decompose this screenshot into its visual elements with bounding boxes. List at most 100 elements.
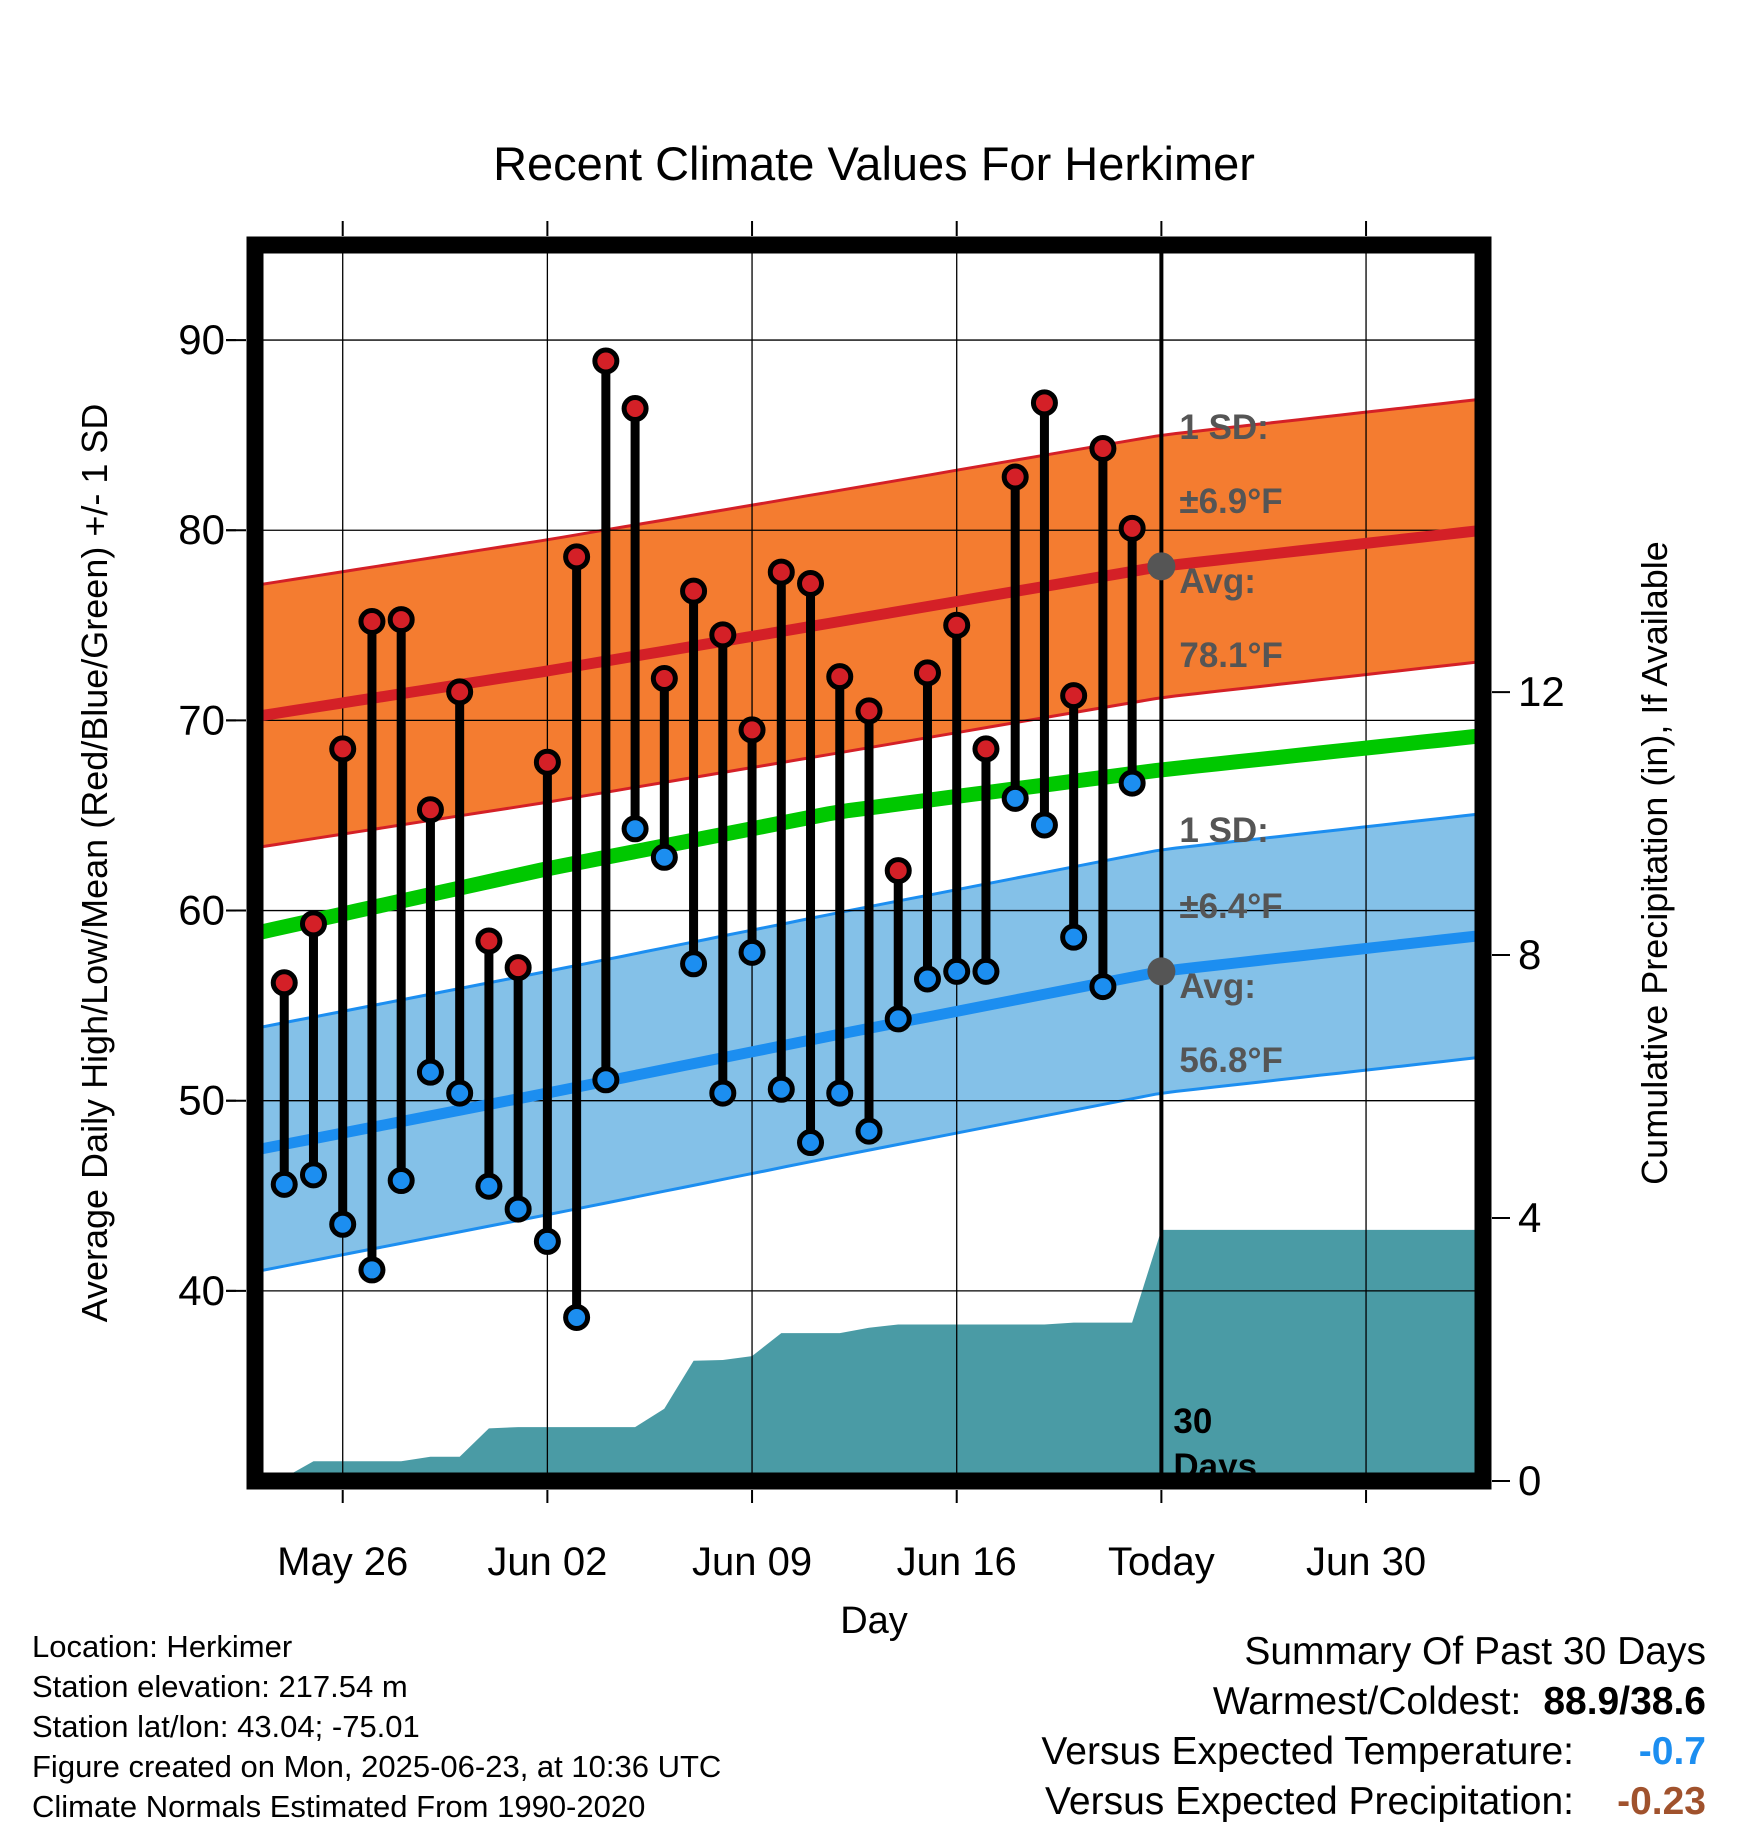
daily-high-point: [972, 735, 1000, 763]
summary-panel: Summary Of Past 30 Days Warmest/Coldest:…: [1041, 1627, 1706, 1827]
daily-high-point: [621, 395, 649, 423]
daily-high-point: [709, 621, 737, 649]
daily-low-point: [826, 1079, 854, 1107]
precip-label: Versus Expected Precipitation:: [1045, 1780, 1574, 1823]
daily-high-point: [650, 665, 678, 693]
station-metadata: Location: Herkimer Station elevation: 21…: [32, 1627, 721, 1827]
x-tick-label: May 26: [277, 1540, 408, 1584]
daily-low-point: [270, 1170, 298, 1198]
high-avg-value: 78.1°F: [1179, 636, 1283, 675]
daily-low-point: [913, 965, 941, 993]
high-sd-band: [255, 399, 1483, 848]
daily-low-point: [1060, 923, 1088, 951]
low-sd-lower-line: [255, 1055, 1483, 1274]
elevation-text: Station elevation: 217.54 m: [32, 1669, 408, 1704]
chart-title: Recent Climate Values For Herkimer: [493, 137, 1255, 190]
daily-high-point: [533, 748, 561, 776]
daily-high-point: [680, 577, 708, 605]
daily-low-point: [299, 1161, 327, 1189]
precip-area: [255, 1229, 1483, 1481]
y-axis-right-label: Cumulative Precipitation (in), If Availa…: [1634, 541, 1675, 1185]
summary-temp-row: Versus Expected Temperature: -0.7: [1041, 1727, 1706, 1777]
low-avg-value: 56.8°F: [1179, 1041, 1283, 1080]
x-tick-label: Today: [1108, 1540, 1215, 1584]
daily-high-point: [446, 678, 474, 706]
high-avg-marker: [1147, 552, 1176, 581]
daily-low-point: [855, 1117, 883, 1145]
daily-low-point: [563, 1303, 591, 1331]
daily-high-point: [592, 347, 620, 375]
x-tick-label: Jun 30: [1306, 1540, 1426, 1584]
latlon-text: Station lat/lon: 43.04; -75.01: [32, 1709, 420, 1744]
summary-warmest-row: Warmest/Coldest: 88.9/38.6: [1041, 1677, 1706, 1727]
daily-low-point: [329, 1210, 357, 1238]
y-left-tick-label: 50: [178, 1077, 225, 1124]
daily-high-point: [797, 569, 825, 597]
daily-low-point: [416, 1058, 444, 1086]
daily-high-point: [1118, 514, 1146, 542]
daily-low-point: [709, 1079, 737, 1107]
daily-low-point: [884, 1005, 912, 1033]
daily-low-point: [1118, 769, 1146, 797]
daily-low-point: [680, 950, 708, 978]
x-axis-label: Day: [840, 1600, 908, 1642]
daily-high-point: [1060, 682, 1088, 710]
y-right-tick-label: 4: [1518, 1194, 1541, 1241]
daily-low-point: [1089, 973, 1117, 1001]
daily-high-point: [329, 735, 357, 763]
temp-value: -0.7: [1638, 1730, 1706, 1773]
daily-high-point: [913, 659, 941, 687]
y-left-tick-label: 40: [178, 1267, 225, 1314]
high-avg-label: Avg:: [1179, 562, 1255, 601]
daily-high-point: [270, 969, 298, 997]
daily-low-point: [504, 1195, 532, 1223]
y-left-tick-label: 70: [178, 696, 225, 743]
daily-low-point: [387, 1167, 415, 1195]
created-text: Figure created on Mon, 2025-06-23, at 10…: [32, 1749, 722, 1784]
location-text: Location: Herkimer: [32, 1629, 293, 1664]
y-left-tick-label: 60: [178, 887, 225, 934]
daily-low-point: [943, 957, 971, 985]
daily-low-point: [1001, 784, 1029, 812]
precip-value: -0.23: [1617, 1780, 1706, 1823]
daily-high-point: [767, 558, 795, 586]
y-right-tick-label: 12: [1518, 668, 1565, 715]
daily-high-point: [1001, 463, 1029, 491]
daily-low-point: [358, 1256, 386, 1284]
daily-low-point: [972, 957, 1000, 985]
temp-label: Versus Expected Temperature:: [1041, 1730, 1574, 1773]
warmest-label: Warmest/Coldest:: [1212, 1680, 1522, 1723]
high-sd-value: ±6.9°F: [1179, 482, 1282, 521]
warmest-value: 88.9/38.6: [1543, 1680, 1706, 1723]
y-right-tick-label: 8: [1518, 931, 1541, 978]
daily-high-point: [855, 697, 883, 725]
daily-high-point: [1089, 434, 1117, 462]
y-axis-left-label: Average Daily High/Low/Mean (Red/Blue/Gr…: [74, 404, 115, 1323]
daily-high-point: [943, 611, 971, 639]
x-tick-label: Jun 16: [897, 1540, 1017, 1584]
low-avg-label: Avg:: [1179, 967, 1255, 1006]
x-tick-label: Jun 02: [487, 1540, 607, 1584]
daily-high-point: [358, 608, 386, 636]
plot-frame: [246, 236, 1492, 1490]
y-left-tick-label: 90: [178, 316, 225, 363]
daily-low-point: [738, 938, 766, 966]
daily-high-point: [416, 796, 444, 824]
y-left-tick-label: 80: [178, 506, 225, 553]
y-right-tick-label: 0: [1518, 1457, 1541, 1504]
x-tick-label: Jun 09: [692, 1540, 812, 1584]
daily-high-point: [299, 910, 327, 938]
normals-text: Climate Normals Estimated From 1990-2020: [32, 1789, 646, 1824]
summary-title: Summary Of Past 30 Days: [1244, 1630, 1706, 1673]
daily-low-point: [1030, 811, 1058, 839]
low-sd-label: 1 SD:: [1179, 811, 1268, 850]
daily-high-point: [504, 954, 532, 982]
daily-low-point: [533, 1227, 561, 1255]
daily-high-point: [475, 927, 503, 955]
plot-area: 1 SD: ±6.9°F Avg: 78.1°F 1 SD: ±6.4°F Avg: 56.8…: [178, 221, 1565, 1584]
daily-low-point: [650, 843, 678, 871]
daily-low-point: [797, 1129, 825, 1157]
low-avg-marker: [1147, 957, 1176, 986]
daily-low-point: [446, 1079, 474, 1107]
daily-low-point: [592, 1066, 620, 1094]
